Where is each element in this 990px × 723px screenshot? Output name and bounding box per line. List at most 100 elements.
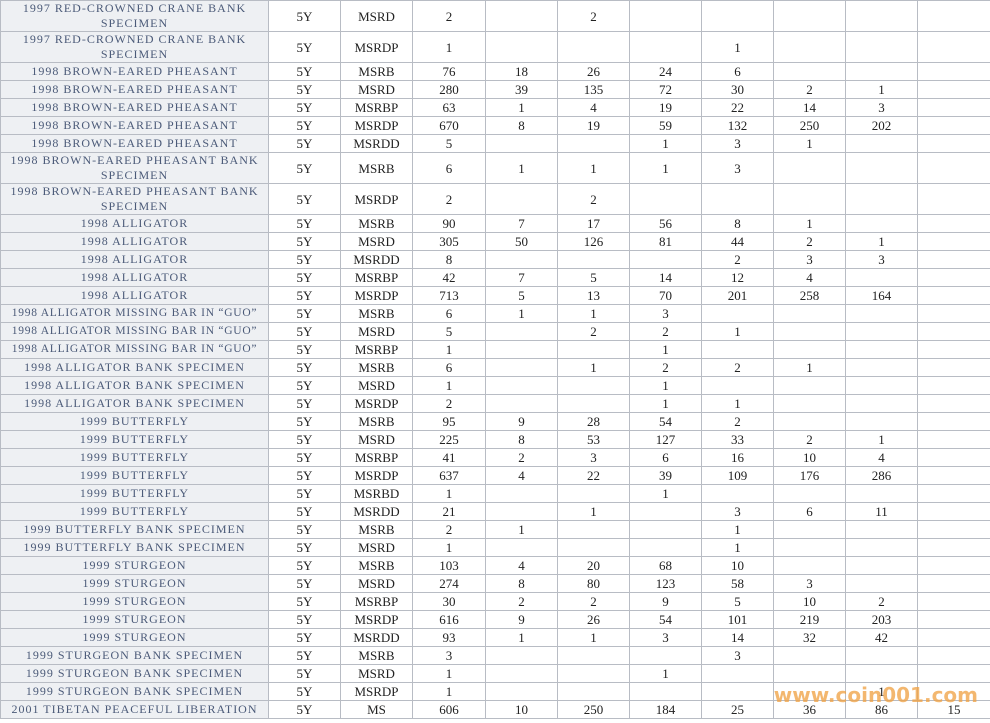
cell: 10 bbox=[773, 592, 846, 611]
cell: 2 bbox=[629, 322, 702, 341]
cell: 5 bbox=[557, 268, 630, 287]
cell: 5Y bbox=[268, 268, 341, 287]
coin-name: 1998 BROWN-EARED PHEASANT bbox=[0, 80, 269, 99]
cell bbox=[845, 134, 918, 153]
cell: 6 bbox=[412, 152, 486, 184]
table-row: 1998 BROWN-EARED PHEASANT 5Y MSRD 280 39 135 7… bbox=[0, 80, 990, 99]
coin-name: 1998 ALLIGATOR bbox=[0, 232, 269, 251]
cell: 5Y bbox=[268, 664, 341, 683]
coin-name: 1999 STURGEON BANK SPECIMEN bbox=[0, 664, 269, 683]
cell bbox=[629, 31, 702, 63]
cell: MSRB bbox=[340, 62, 413, 81]
cell: MSRD bbox=[340, 574, 413, 593]
table-row: 1998 ALLIGATOR MISSING BAR IN “GUO” 5Y MSR… bbox=[0, 322, 990, 341]
cell bbox=[485, 134, 558, 153]
cell: 50 bbox=[485, 232, 558, 251]
cell bbox=[917, 134, 990, 153]
cell bbox=[485, 502, 558, 521]
cell: 32 bbox=[773, 628, 846, 647]
cell bbox=[845, 664, 918, 683]
cell: 5Y bbox=[268, 556, 341, 575]
cell: 5Y bbox=[268, 62, 341, 81]
cell: 1 bbox=[701, 538, 774, 557]
cell: MSRDD bbox=[340, 628, 413, 647]
cell: 21 bbox=[412, 502, 486, 521]
cell bbox=[917, 520, 990, 539]
coin-name: 1999 STURGEON bbox=[0, 574, 269, 593]
cell bbox=[701, 340, 774, 359]
table-row: 1999 BUTTERFLY 5Y MSRD 225 8 53 127 33 2 1 bbox=[0, 430, 990, 449]
cell: 5Y bbox=[268, 430, 341, 449]
cell bbox=[917, 0, 990, 32]
cell: 1 bbox=[485, 152, 558, 184]
coin-name: 1997 RED-CROWNED CRANE BANK SPECIMEN bbox=[0, 0, 269, 32]
cell: 3 bbox=[701, 152, 774, 184]
table-row: 1998 ALLIGATOR MISSING BAR IN “GUO” 5Y MSR… bbox=[0, 304, 990, 323]
coin-name: 1998 ALLIGATOR BANK SPECIMEN bbox=[0, 394, 269, 413]
cell bbox=[845, 340, 918, 359]
table-row: 1998 ALLIGATOR 5Y MSRD 305 50 126 81 44 2 1 bbox=[0, 232, 990, 251]
cell bbox=[485, 484, 558, 503]
cell bbox=[485, 646, 558, 665]
cell: 5Y bbox=[268, 448, 341, 467]
cell bbox=[557, 31, 630, 63]
cell: MSRB bbox=[340, 556, 413, 575]
cell bbox=[917, 152, 990, 184]
cell bbox=[773, 556, 846, 575]
table-row: 1999 BUTTERFLY 5Y MSRDD 21 1 3 6 11 bbox=[0, 502, 990, 521]
cell: 14 bbox=[773, 98, 846, 117]
cell: 6 bbox=[773, 502, 846, 521]
cell: 3 bbox=[701, 134, 774, 153]
cell bbox=[557, 664, 630, 683]
coin-name: 1998 ALLIGATOR BANK SPECIMEN bbox=[0, 358, 269, 377]
cell: 80 bbox=[557, 574, 630, 593]
cell bbox=[845, 394, 918, 413]
cell: 250 bbox=[557, 700, 630, 719]
coin-name: 1998 BROWN-EARED PHEASANT BANK SPECIMEN bbox=[0, 183, 269, 215]
coin-name: 1999 STURGEON bbox=[0, 610, 269, 629]
cell: MSRDP bbox=[340, 183, 413, 215]
cell bbox=[917, 31, 990, 63]
cell bbox=[845, 556, 918, 575]
cell: 5Y bbox=[268, 250, 341, 269]
cell bbox=[557, 646, 630, 665]
cell: 1 bbox=[845, 232, 918, 251]
table-row: 2001 TIBETAN PEACEFUL LIBERATION 5Y MS 606 1… bbox=[0, 700, 990, 719]
cell: 44 bbox=[701, 232, 774, 251]
coin-name: 1997 RED-CROWNED CRANE BANK SPECIMEN bbox=[0, 31, 269, 63]
cell: 126 bbox=[557, 232, 630, 251]
cell: 30 bbox=[412, 592, 486, 611]
cell: 5 bbox=[412, 322, 486, 341]
cell bbox=[485, 250, 558, 269]
cell: 6 bbox=[412, 358, 486, 377]
coin-name: 1998 ALLIGATOR bbox=[0, 250, 269, 269]
cell: MSRD bbox=[340, 232, 413, 251]
table-row: 1998 BROWN-EARED PHEASANT 5Y MSRBP 63 1 4 19 22… bbox=[0, 98, 990, 117]
cell: 1 bbox=[845, 430, 918, 449]
cell: MSRD bbox=[340, 0, 413, 32]
cell: MSRBP bbox=[340, 340, 413, 359]
cell bbox=[917, 98, 990, 117]
cell bbox=[629, 502, 702, 521]
cell: 14 bbox=[629, 268, 702, 287]
cell bbox=[845, 538, 918, 557]
cell: MSRDP bbox=[340, 682, 413, 701]
cell bbox=[845, 358, 918, 377]
cell: 5Y bbox=[268, 376, 341, 395]
cell: 2 bbox=[412, 394, 486, 413]
table-row: 1997 RED-CROWNED CRANE BANK SPECIMEN 5Y MS… bbox=[0, 0, 990, 32]
coin-name: 1999 STURGEON BANK SPECIMEN bbox=[0, 682, 269, 701]
cell: 8 bbox=[485, 574, 558, 593]
cell: 1 bbox=[412, 376, 486, 395]
cell: 1 bbox=[485, 520, 558, 539]
coin-name: 1998 BROWN-EARED PHEASANT bbox=[0, 98, 269, 117]
cell: MSRBP bbox=[340, 592, 413, 611]
cell: 2 bbox=[412, 0, 486, 32]
table-row: 1999 STURGEON 5Y MSRDP 616 9 26 54 101 219 203 bbox=[0, 610, 990, 629]
coin-name: 1999 STURGEON BANK SPECIMEN bbox=[0, 646, 269, 665]
cell: 2 bbox=[773, 80, 846, 99]
cell bbox=[773, 340, 846, 359]
cell bbox=[845, 152, 918, 184]
cell bbox=[917, 376, 990, 395]
